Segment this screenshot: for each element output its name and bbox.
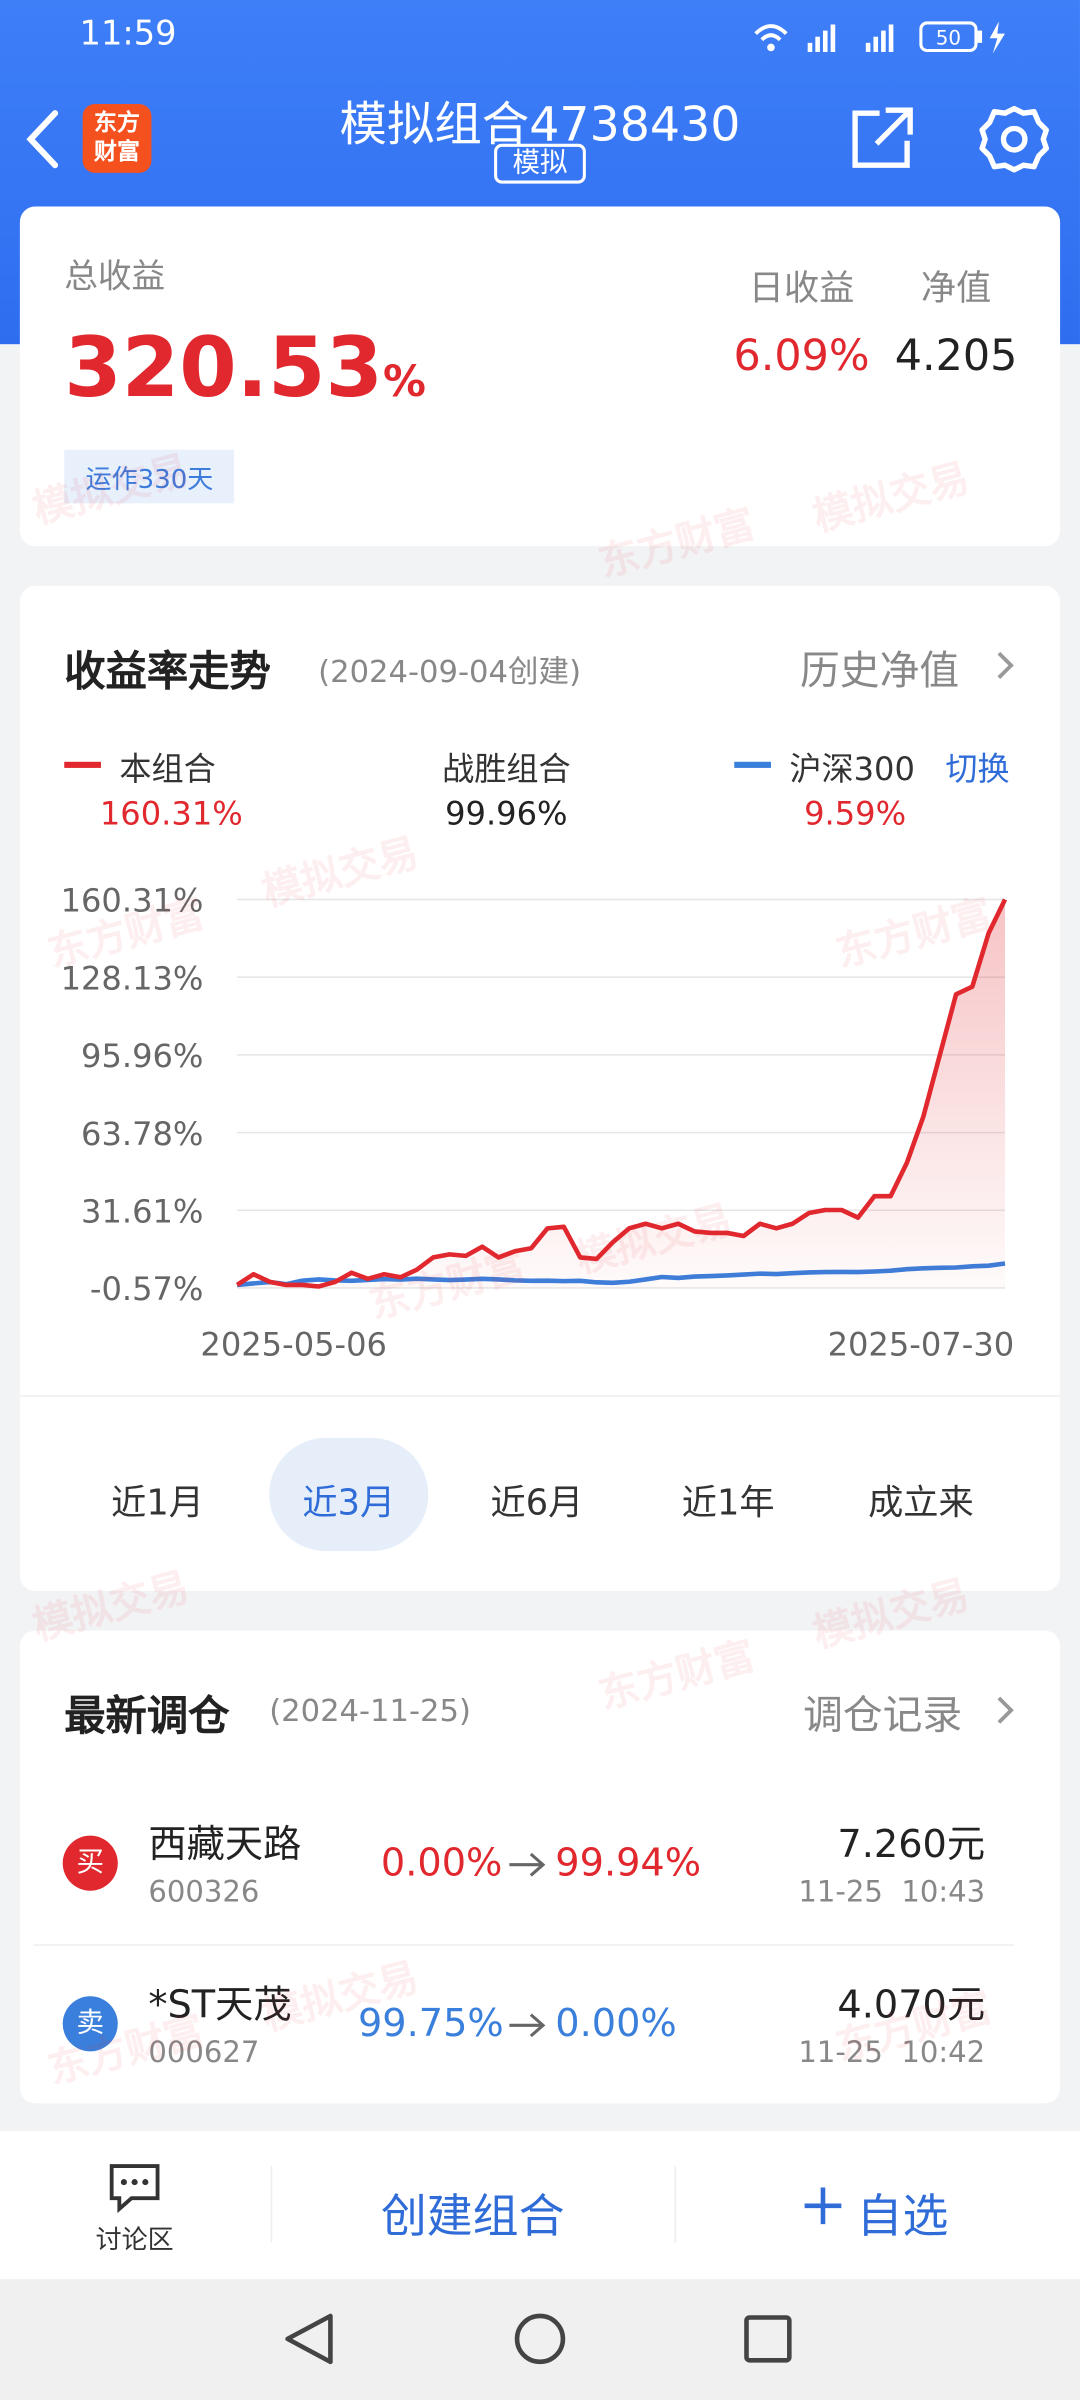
rebalance-title: 最新调仓	[64, 1693, 230, 1741]
legend-value: 160.31%	[99, 795, 243, 833]
daily-value: 6.09%	[733, 330, 870, 381]
period-tab[interactable]: 近3月	[302, 1483, 396, 1524]
battery: 50	[936, 26, 961, 49]
legend-swatch	[64, 761, 101, 768]
discuss-button[interactable]: 讨论区	[95, 2225, 174, 2257]
bottom-bar	[0, 2130, 1080, 2280]
arrow-icon	[509, 1852, 546, 1877]
plus-icon	[804, 2187, 842, 2225]
created-date: (2024-09-04创建)	[318, 653, 582, 690]
daily-label: 日收益	[748, 269, 855, 309]
action-badge: 卖	[62, 1996, 118, 2052]
action-badge: 买	[62, 1835, 118, 1891]
y-tick-label: 160.31%	[61, 882, 204, 920]
trade-time: 11-25 10:42	[798, 2036, 986, 2070]
y-tick-label: 95.96%	[81, 1037, 203, 1075]
legend-label: 本组合	[119, 751, 216, 788]
divider	[33, 1944, 1015, 1946]
nav-buttons	[285, 2313, 792, 2365]
period-tab[interactable]: 近1月	[111, 1483, 204, 1524]
trade-time: 11-25 10:43	[798, 1875, 986, 1910]
days-chip: 运作330天	[64, 449, 235, 504]
create-button[interactable]: 创建组合	[380, 2190, 565, 2245]
stock-name: 西藏天路	[148, 1821, 302, 1867]
share-button[interactable]	[849, 104, 916, 171]
total-return: 320.53%	[64, 318, 426, 433]
record-link[interactable]: 调仓记录	[803, 1693, 963, 1740]
weight-from: 99.75%	[357, 2000, 504, 2046]
total-label: 总收益	[64, 258, 166, 297]
chevron	[997, 1696, 1014, 1724]
beat-value: 99.96%	[445, 795, 568, 833]
area-fill	[237, 899, 1006, 1289]
period-tab[interactable]: 成立来	[868, 1483, 974, 1524]
logo: 东方 财富	[82, 104, 152, 173]
trade-price: 4.070元	[837, 1982, 986, 2027]
nav-back[interactable]	[285, 2313, 333, 2365]
rebalance-date: (2024-11-25)	[269, 1691, 471, 1729]
separator	[674, 2166, 677, 2243]
legend-label: 沪深300	[789, 751, 915, 788]
arrow-icon	[509, 2013, 546, 2038]
separator	[270, 2166, 273, 2243]
watch-button[interactable]: 自选	[856, 2190, 949, 2245]
trade-price: 7.260元	[837, 1821, 986, 1867]
history-link[interactable]: 历史净值	[800, 648, 960, 695]
switch-link[interactable]: 切换	[945, 751, 1010, 788]
y-tick-label: 128.13%	[61, 959, 204, 997]
nav-value: 4.205	[894, 330, 1018, 381]
logo-line: 东方	[94, 108, 140, 137]
chevron	[997, 651, 1014, 680]
trend-title: 收益率走势	[64, 648, 271, 697]
trend-card	[19, 585, 1061, 1591]
divider	[19, 1395, 1061, 1397]
nav-bar	[0, 2279, 1080, 2400]
status-time: 11:59	[79, 15, 177, 54]
weight-to: 0.00%	[555, 2000, 677, 2046]
period-tab[interactable]: 近6月	[490, 1483, 584, 1524]
back-button[interactable]	[21, 107, 67, 171]
stock-name: *ST天茂	[148, 1982, 292, 2027]
y-tick-label: -0.57%	[90, 1270, 204, 1308]
settings-button[interactable]	[979, 104, 1049, 174]
period-tab[interactable]: 近1年	[681, 1483, 775, 1524]
nav-home[interactable]	[514, 2313, 566, 2365]
logo-line: 财富	[94, 137, 140, 166]
total-value: 320.53	[64, 319, 384, 417]
page-title: 模拟组合4738430	[339, 97, 741, 153]
stock-code: 600326	[148, 1875, 260, 1910]
y-tick-label: 63.78%	[81, 1115, 203, 1153]
chart: -0.57% 31.61% 63.78% 95.96% 128.13% 160.31% 20…	[61, 882, 1015, 1364]
sim-tag: 模拟	[494, 143, 586, 184]
weight-from: 0.00%	[380, 1840, 503, 1885]
x-tick-label: 2025-05-06	[200, 1325, 387, 1363]
nav-label: 净值	[920, 269, 992, 309]
x-tick-label: 2025-07-30	[828, 1325, 1015, 1363]
series-line	[235, 898, 1008, 1289]
legend-value: 9.59%	[804, 795, 907, 833]
nav-recent[interactable]	[744, 2315, 792, 2363]
period-active-bg	[269, 1437, 429, 1552]
total-unit: %	[383, 356, 426, 407]
stock-code: 000627	[148, 2036, 260, 2070]
weight-to: 99.94%	[555, 1840, 702, 1885]
discuss-icon	[109, 2164, 160, 2214]
status-icons: 50	[754, 21, 1006, 54]
beat-label: 战胜组合	[442, 751, 571, 788]
legend-swatch	[734, 761, 771, 768]
y-tick-label: 31.61%	[81, 1193, 203, 1231]
